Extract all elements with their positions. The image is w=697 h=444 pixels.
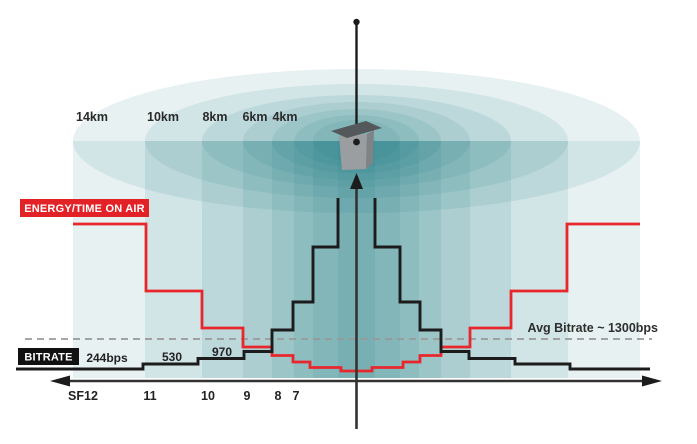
gateway-roof bbox=[331, 121, 382, 138]
range-label-14km: 14km bbox=[76, 110, 108, 124]
bitrate-value-970: 970 bbox=[212, 345, 232, 359]
sf-label-10: 10 bbox=[201, 389, 215, 403]
sf-label-9: 9 bbox=[244, 389, 251, 403]
bitrate-value-labels: 244bps 530 970 bbox=[86, 345, 232, 365]
range-label-6km: 6km bbox=[242, 110, 267, 124]
bitrate-badge: BITRATE bbox=[18, 348, 79, 365]
sf-label-7: 7 bbox=[293, 389, 300, 403]
sf-label-11: 11 bbox=[143, 389, 156, 403]
sf-tick-labels: SF12 11 10 9 8 7 bbox=[68, 389, 299, 403]
energy-badge: ENERGY/TIME ON AIR bbox=[20, 199, 149, 217]
range-labels: 14km 10km 8km 6km 4km bbox=[76, 110, 298, 124]
bitrate-value-530: 530 bbox=[162, 350, 182, 364]
gateway-side-face bbox=[366, 130, 374, 169]
axis-arrow-left-icon bbox=[50, 375, 70, 387]
bitrate-line bbox=[16, 198, 650, 371]
avg-bitrate-annotation: Avg Bitrate ~ 1300bps bbox=[528, 321, 659, 335]
range-label-4km: 4km bbox=[272, 110, 297, 124]
axis-arrow-right-icon bbox=[642, 375, 662, 387]
gateway-front-face bbox=[339, 134, 367, 170]
range-label-10km: 10km bbox=[147, 110, 179, 124]
axis-arrow-up-icon bbox=[350, 173, 363, 189]
bitrate-badge-label: BITRATE bbox=[24, 352, 72, 364]
mast-base-node-icon bbox=[353, 138, 360, 146]
bitrate-value-244bps: 244bps bbox=[86, 351, 128, 365]
mast-top-node-icon bbox=[353, 18, 360, 26]
sf-label-8: 8 bbox=[275, 389, 282, 403]
center-axis bbox=[350, 173, 363, 429]
antenna-mast bbox=[353, 18, 360, 143]
gateway-house-icon bbox=[331, 121, 382, 170]
sf-label-12: SF12 bbox=[68, 389, 98, 403]
range-label-8km: 8km bbox=[202, 110, 227, 124]
energy-badge-label: ENERGY/TIME ON AIR bbox=[24, 203, 145, 215]
